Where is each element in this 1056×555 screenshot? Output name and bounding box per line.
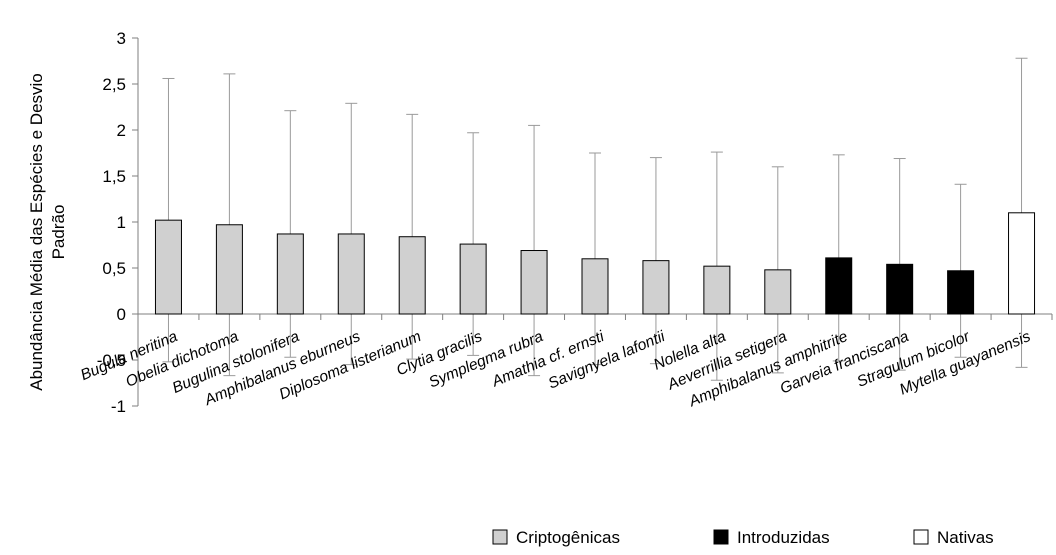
y-axis-label-line2: Padrão: [49, 205, 68, 260]
legend: Criptogênicas Introduzidas Nativas: [492, 528, 994, 547]
bar: [520, 250, 548, 315]
y-tick-label: 2: [117, 121, 126, 140]
bar: [703, 265, 731, 315]
legend-label: Nativas: [937, 528, 994, 547]
bar: [215, 224, 243, 315]
bar: [581, 258, 609, 315]
y-tick-label: -1: [111, 397, 126, 416]
bar: [947, 270, 975, 315]
bar: [337, 233, 365, 315]
bar: [276, 233, 304, 315]
bar: [825, 257, 853, 315]
bar: [398, 236, 426, 315]
y-tick-label: 0: [117, 305, 126, 324]
bar: [1008, 212, 1036, 315]
y-tick-label: 0,5: [102, 259, 126, 278]
legend-swatch: [492, 529, 508, 545]
legend-label: Introduzidas: [737, 528, 830, 547]
y-tick-label: 3: [117, 29, 126, 48]
legend-swatch: [713, 529, 729, 545]
legend-label: Criptogênicas: [516, 528, 620, 547]
y-tick-label: 2,5: [102, 75, 126, 94]
y-tick-label: 1,5: [102, 167, 126, 186]
bar: [459, 243, 487, 315]
y-tick-label: -0,5: [97, 351, 126, 370]
bar: [764, 269, 792, 315]
bar: [886, 263, 914, 315]
bar: [154, 219, 182, 315]
y-axis-label-line1: Abundância Média das Espécies e Desvio: [27, 73, 46, 391]
bar-layer: [154, 212, 1036, 315]
legend-swatch: [913, 529, 929, 545]
y-tick-label: 1: [117, 213, 126, 232]
bar: [642, 260, 670, 315]
